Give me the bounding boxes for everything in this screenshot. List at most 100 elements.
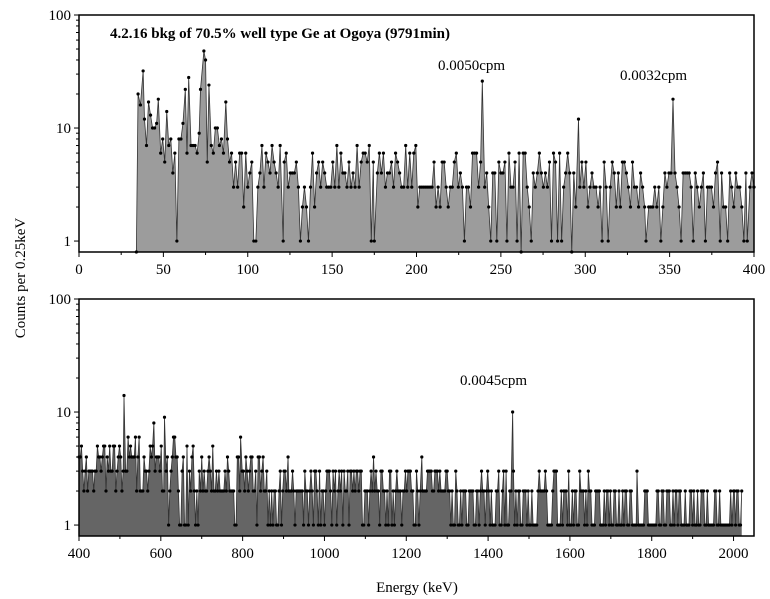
top-data-point bbox=[626, 185, 631, 189]
bottom-data-point bbox=[331, 469, 335, 473]
bottom-data-point bbox=[581, 489, 586, 493]
bottom-data-point bbox=[246, 489, 250, 493]
bottom-data-point bbox=[613, 489, 617, 493]
top-data-point bbox=[171, 171, 175, 175]
top-x-tick-label: 250 bbox=[490, 262, 513, 278]
bottom-data-point bbox=[236, 455, 241, 459]
bottom-data-point bbox=[382, 489, 387, 493]
top-data-point bbox=[308, 185, 313, 189]
bottom-data-point bbox=[370, 489, 374, 493]
top-data-point bbox=[416, 205, 420, 209]
top-data-point bbox=[387, 171, 392, 175]
top-data-point bbox=[479, 160, 483, 164]
top-y-tick-label: 1 bbox=[64, 234, 72, 250]
bottom-data-point bbox=[733, 523, 738, 527]
top-data-point bbox=[377, 151, 381, 155]
bottom-data-point bbox=[564, 489, 568, 493]
top-data-point bbox=[161, 137, 165, 141]
bottom-data-point bbox=[144, 469, 149, 473]
top-data-point bbox=[231, 185, 236, 189]
top-data-point bbox=[406, 185, 410, 189]
bottom-data-point bbox=[104, 489, 108, 493]
bottom-data-point bbox=[146, 489, 150, 493]
bottom-data-point bbox=[214, 469, 219, 473]
bottom-data-point bbox=[181, 455, 185, 459]
top-data-point bbox=[371, 160, 375, 164]
bottom-data-point bbox=[128, 444, 133, 448]
bottom-data-point bbox=[627, 523, 631, 527]
top-data-point bbox=[485, 171, 489, 175]
bottom-data-point bbox=[672, 523, 676, 527]
bottom-data-point bbox=[386, 523, 390, 527]
bottom-y-tick-label: 1 bbox=[64, 518, 72, 534]
bottom-data-point bbox=[606, 489, 610, 493]
top-data-point bbox=[304, 205, 309, 209]
top-data-point bbox=[671, 97, 675, 101]
bottom-data-point bbox=[195, 489, 199, 493]
bottom-data-point bbox=[499, 523, 503, 527]
bottom-data-point bbox=[436, 489, 441, 493]
top-data-point bbox=[296, 185, 300, 189]
bottom-data-point bbox=[180, 469, 184, 473]
top-data-point bbox=[282, 160, 286, 164]
top-data-point bbox=[272, 160, 276, 164]
bottom-data-point bbox=[338, 489, 343, 493]
bottom-data-point bbox=[105, 455, 109, 459]
top-data-point bbox=[195, 151, 199, 155]
bottom-data-point bbox=[106, 469, 111, 473]
bottom-data-point bbox=[526, 489, 530, 493]
bottom-data-point bbox=[592, 523, 597, 527]
bottom-data-point bbox=[417, 523, 421, 527]
bottom-data-point bbox=[122, 393, 126, 398]
bottom-data-point bbox=[241, 469, 246, 473]
bottom-data-point bbox=[278, 469, 282, 473]
top-data-point bbox=[742, 239, 746, 243]
bottom-data-point bbox=[292, 489, 296, 493]
top-data-point bbox=[541, 185, 546, 189]
top-data-point bbox=[225, 137, 230, 141]
bottom-data-point bbox=[270, 489, 274, 493]
top-data-point bbox=[274, 171, 278, 175]
bottom-data-point bbox=[85, 489, 90, 493]
top-data-point bbox=[711, 205, 716, 209]
bottom-data-point bbox=[211, 444, 215, 448]
bottom-data-point bbox=[586, 469, 590, 473]
bottom-data-point bbox=[576, 523, 581, 527]
top-data-point bbox=[493, 171, 497, 175]
top-data-point bbox=[351, 171, 355, 175]
top-data-point bbox=[442, 160, 446, 164]
bottom-data-point bbox=[479, 469, 484, 473]
bottom-x-tick-label: 400 bbox=[68, 546, 91, 562]
top-data-point bbox=[310, 151, 315, 155]
bottom-data-point bbox=[554, 469, 559, 473]
bottom-data-point bbox=[257, 455, 262, 459]
bottom-data-point bbox=[384, 523, 388, 527]
top-data-point bbox=[616, 171, 620, 175]
bottom-data-point bbox=[317, 469, 322, 473]
top-x-tick-label: 200 bbox=[405, 262, 428, 278]
top-data-point bbox=[163, 160, 167, 164]
bottom-data-point bbox=[714, 489, 718, 493]
bottom-data-point bbox=[611, 523, 615, 527]
bottom-data-point bbox=[141, 489, 145, 493]
bottom-data-point bbox=[371, 455, 376, 459]
bottom-data-point bbox=[284, 489, 289, 493]
bottom-data-point bbox=[190, 455, 194, 459]
bottom-data-point bbox=[223, 469, 227, 473]
bottom-data-point bbox=[95, 444, 100, 448]
top-data-point bbox=[414, 143, 418, 148]
bottom-data-point bbox=[347, 523, 351, 527]
top-data-point bbox=[677, 205, 681, 209]
bottom-data-point bbox=[727, 523, 732, 527]
peak-annotation-352: 0.0032cpm bbox=[620, 68, 687, 84]
top-data-point bbox=[391, 185, 396, 189]
bottom-data-point bbox=[261, 455, 265, 459]
top-data-point bbox=[549, 239, 554, 243]
top-axes: 0 50 100 150 200 250 300 350 400 1 10 100 bbox=[49, 8, 766, 278]
top-data-point bbox=[578, 185, 582, 189]
bottom-data-point bbox=[389, 469, 393, 473]
bottom-data-point bbox=[624, 489, 628, 493]
top-data-point bbox=[278, 143, 282, 148]
bottom-data-point bbox=[276, 523, 280, 527]
bottom-data-point bbox=[92, 489, 96, 493]
